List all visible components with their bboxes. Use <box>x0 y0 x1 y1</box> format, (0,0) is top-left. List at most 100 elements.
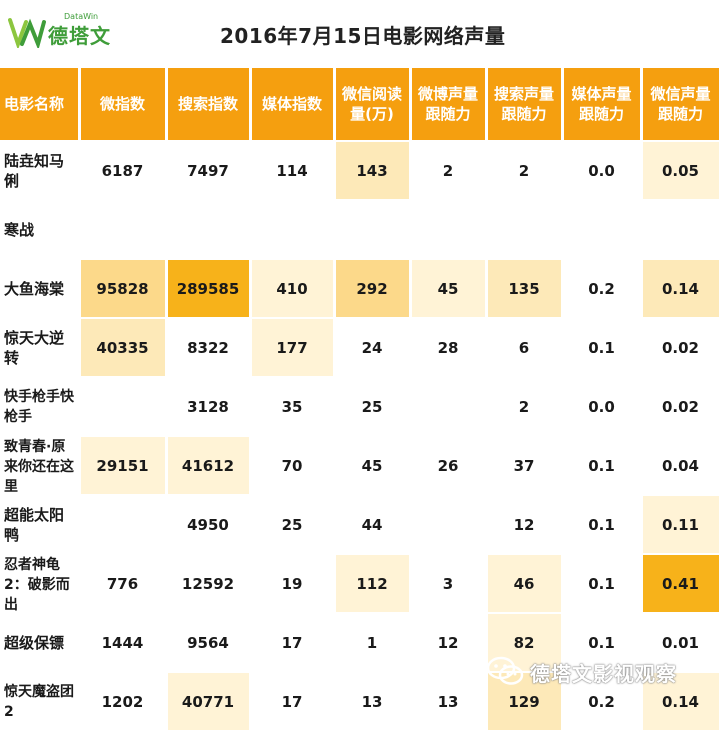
value-cell: 82 <box>486 612 564 672</box>
movie-name: 大鱼海棠 <box>4 279 65 298</box>
value-cell: 0.1 <box>562 317 643 377</box>
table-row: 超能太阳鸭 4950 25 44 12 0.1 0.11 <box>0 494 720 554</box>
datawin-logo: DataWin 德塔文 <box>8 12 118 52</box>
value-cell: 28 <box>410 317 488 377</box>
logo-subtitle: DataWin <box>64 12 99 21</box>
value-cell: 95828 <box>79 258 168 318</box>
column-header: 电影名称 <box>0 68 81 141</box>
column-header: 搜索指数 <box>166 68 252 141</box>
column-header: 微信声量跟随力 <box>641 68 720 141</box>
value-cell: 0.0 <box>562 376 643 436</box>
value-cell: 12 <box>486 494 564 554</box>
value-cell: 0.02 <box>641 317 720 377</box>
value-cell <box>410 494 488 554</box>
movie-name: 超能太阳鸭 <box>4 505 65 544</box>
value-cell: 13 <box>410 671 488 730</box>
value-cell: 26 <box>410 435 488 495</box>
column-header: 微指数 <box>79 68 168 141</box>
value-cell: 19 <box>250 553 336 613</box>
wechat-icon <box>486 656 524 685</box>
value-cell: 0.05 <box>641 140 720 200</box>
value-cell: 0.41 <box>641 553 720 613</box>
datawin-logo-icon <box>8 18 46 48</box>
value-cell: 29151 <box>79 435 168 495</box>
movie-name-cell: 大鱼海棠 <box>0 258 81 318</box>
value-cell <box>641 199 720 259</box>
value-cell: 17 <box>250 671 336 730</box>
value-cell <box>486 199 564 259</box>
value-cell: 40771 <box>166 671 252 730</box>
table-row: 忍者神龟2：破影而出 776 12592 19 112 3 46 0.1 0.41 <box>0 553 720 613</box>
value-cell: 25 <box>334 376 412 436</box>
movie-name-cell: 寒战 <box>0 199 81 259</box>
page-title: 2016年7月15日电影网络声量 <box>220 24 506 48</box>
wechat-watermark: 德塔文影视观察 <box>480 652 720 692</box>
value-cell <box>562 199 643 259</box>
value-cell: 0.11 <box>641 494 720 554</box>
column-header: 搜索声量跟随力 <box>486 68 564 141</box>
table-row: 惊天大逆转 40335 8322 177 24 28 6 0.1 0.02 <box>0 317 720 377</box>
value-cell: 1 <box>334 612 412 672</box>
movie-name: 超级保镖 <box>4 633 65 652</box>
value-cell: 7497 <box>166 140 252 200</box>
value-cell: 410 <box>250 258 336 318</box>
movie-name: 忍者神龟2：破影而出 <box>4 557 70 612</box>
value-cell: 8322 <box>166 317 252 377</box>
movie-name: 陆垚知马俐 <box>4 151 65 190</box>
watermark-text: 德塔文影视观察 <box>530 662 677 686</box>
table-row: 快手枪手快枪手 3128 35 25 2 0.0 0.02 <box>0 376 720 436</box>
value-cell: 1202 <box>79 671 168 730</box>
value-cell: 0.02 <box>641 376 720 436</box>
movie-name-cell: 快手枪手快枪手 <box>0 376 81 436</box>
value-cell: 12592 <box>166 553 252 613</box>
value-cell: 177 <box>250 317 336 377</box>
value-cell: 25 <box>250 494 336 554</box>
value-cell: 41612 <box>166 435 252 495</box>
table-row: 致青春·原来你还在这里 29151 41612 70 45 26 37 0.1 0.04 <box>0 435 720 495</box>
value-cell <box>166 199 252 259</box>
value-cell <box>250 199 336 259</box>
value-cell: 1444 <box>79 612 168 672</box>
value-cell: 17 <box>250 612 336 672</box>
value-cell <box>410 376 488 436</box>
value-cell: 45 <box>334 435 412 495</box>
value-cell: 6 <box>486 317 564 377</box>
value-cell: 6187 <box>79 140 168 200</box>
value-cell: 0.1 <box>562 553 643 613</box>
movie-name: 快手枪手快枪手 <box>4 388 74 425</box>
value-cell: 0.1 <box>562 494 643 554</box>
page-header: DataWin 德塔文 2016年7月15日电影网络声量 <box>0 0 720 68</box>
column-header: 微信阅读量(万) <box>334 68 412 141</box>
value-cell: 0.1 <box>562 435 643 495</box>
value-cell: 40335 <box>79 317 168 377</box>
movie-name-cell: 致青春·原来你还在这里 <box>0 435 81 495</box>
movie-name-cell: 惊天大逆转 <box>0 317 81 377</box>
table-row: 大鱼海棠 95828 289585 410 292 45 135 0.2 0.14 <box>0 258 720 318</box>
value-cell: 776 <box>79 553 168 613</box>
table-row: 陆垚知马俐 6187 7497 114 143 2 2 0.0 0.05 <box>0 140 720 200</box>
table-row: 超级保镖 1444 9564 17 1 12 82 0.1 0.01 <box>0 612 720 672</box>
table-header-row: 电影名称 微指数 搜索指数 媒体指数 微信阅读量(万) 微博声量跟随力 搜索声量跟随力 媒体声… <box>0 68 720 141</box>
value-cell: 0.2 <box>562 258 643 318</box>
value-cell: 289585 <box>166 258 252 318</box>
value-cell: 12 <box>410 612 488 672</box>
value-cell: 0.14 <box>641 258 720 318</box>
movie-name-cell: 超能太阳鸭 <box>0 494 81 554</box>
value-cell: 13 <box>334 671 412 730</box>
column-header: 媒体声量跟随力 <box>562 68 643 141</box>
movie-name-cell: 陆垚知马俐 <box>0 140 81 200</box>
value-cell: 3 <box>410 553 488 613</box>
value-cell: 2 <box>486 140 564 200</box>
value-cell: 44 <box>334 494 412 554</box>
value-cell: 292 <box>334 258 412 318</box>
value-cell: 0.1 <box>562 612 643 672</box>
value-cell: 70 <box>250 435 336 495</box>
movie-name: 惊天魔盗团2 <box>4 683 74 720</box>
value-cell: 37 <box>486 435 564 495</box>
value-cell: 9564 <box>166 612 252 672</box>
value-cell: 114 <box>250 140 336 200</box>
movie-name: 寒战 <box>4 220 35 239</box>
movie-name-cell: 忍者神龟2：破影而出 <box>0 553 81 613</box>
value-cell: 45 <box>410 258 488 318</box>
movie-volume-table: 电影名称 微指数 搜索指数 媒体指数 微信阅读量(万) 微博声量跟随力 搜索声量跟随力 媒体声… <box>0 68 720 730</box>
